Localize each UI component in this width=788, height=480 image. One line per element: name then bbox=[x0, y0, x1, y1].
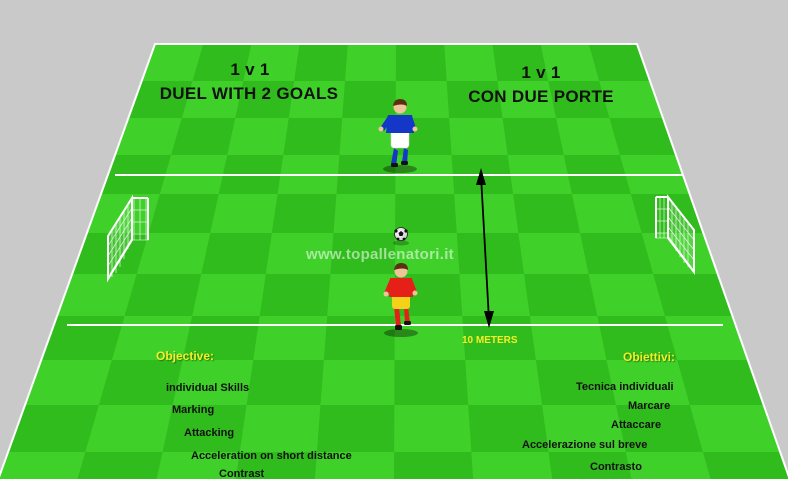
player-icon bbox=[383, 263, 418, 337]
grass-tile bbox=[232, 452, 317, 480]
grass-tile bbox=[394, 360, 469, 405]
grass-tile bbox=[124, 274, 202, 316]
title-left-line1: 1 v 1 bbox=[230, 60, 270, 79]
title-right-line1: 1 v 1 bbox=[521, 63, 561, 82]
grass-tile bbox=[259, 274, 331, 316]
grass-tile bbox=[171, 118, 236, 155]
grass-tile bbox=[182, 316, 260, 360]
grass-tile bbox=[653, 274, 733, 316]
grass-tile bbox=[271, 194, 337, 233]
grass-tile bbox=[702, 452, 788, 480]
grass-tile bbox=[609, 118, 676, 155]
grass-tile bbox=[342, 81, 396, 118]
pitch-border bbox=[0, 43, 788, 480]
grass-tile bbox=[395, 194, 457, 233]
goal-net-icon bbox=[107, 194, 149, 283]
objectives-it-heading: Obiettivi: bbox=[623, 350, 676, 364]
objectives-it-item: Contrasto bbox=[590, 461, 642, 473]
title-right-line2: CON DUE PORTE bbox=[468, 87, 614, 106]
grass-tile bbox=[246, 360, 324, 405]
grass-tile bbox=[456, 233, 525, 274]
objectives-en-item: individual Skills bbox=[166, 382, 250, 394]
grass-tile bbox=[446, 81, 503, 118]
objectives-en-item: Marking bbox=[172, 404, 215, 416]
grass-tile bbox=[235, 81, 295, 118]
double-arrow-icon bbox=[476, 168, 494, 328]
grass-tile bbox=[148, 194, 219, 233]
objectives-en-item: Acceleration on short distance bbox=[191, 450, 352, 462]
grass-tile bbox=[393, 452, 475, 480]
grass-tile bbox=[71, 452, 163, 480]
title-left-line2: DUEL WITH 2 GOALS bbox=[159, 84, 339, 103]
grass-tile bbox=[492, 44, 549, 81]
player-icon bbox=[378, 99, 418, 173]
grass-pattern bbox=[8, 44, 788, 480]
grass-tile bbox=[41, 316, 125, 360]
objectives-it-item: Attaccare bbox=[611, 419, 662, 431]
grass-tile bbox=[283, 118, 343, 155]
objectives-it-item: Marcare bbox=[628, 400, 671, 412]
grass-tile bbox=[677, 360, 764, 405]
grass-tile bbox=[615, 405, 703, 452]
grass-tile bbox=[323, 316, 395, 360]
grass-tile bbox=[588, 44, 650, 81]
grass-tile bbox=[98, 360, 183, 405]
grass-tile bbox=[535, 360, 616, 405]
grass-tile bbox=[580, 233, 654, 274]
grass-tile bbox=[316, 405, 395, 452]
soccer-ball-icon bbox=[393, 227, 409, 246]
objectives-it-item: Accelerazione sul breve bbox=[522, 439, 648, 451]
grass-tile bbox=[468, 405, 549, 452]
grass-tile bbox=[192, 44, 252, 81]
goal-net-icon bbox=[655, 194, 695, 275]
grass-tile bbox=[524, 274, 598, 316]
grass-tile bbox=[548, 81, 610, 118]
distance-label: 10 METERS bbox=[462, 335, 518, 346]
objectives-it-item: Tecnica individuali bbox=[576, 381, 674, 393]
grass-tile bbox=[502, 118, 564, 155]
grass-tile bbox=[330, 233, 396, 274]
watermark: www.topallenatori.it bbox=[306, 246, 454, 263]
grass-tile bbox=[462, 316, 536, 360]
grass-tile bbox=[294, 44, 348, 81]
grass-tile bbox=[513, 194, 581, 233]
grass-tile bbox=[548, 452, 636, 480]
grass-tile bbox=[8, 405, 99, 452]
grass-tile bbox=[395, 44, 447, 81]
grass-tile bbox=[597, 316, 678, 360]
objectives-en-item: Attacking bbox=[184, 427, 235, 439]
grass-tile bbox=[128, 81, 193, 118]
objectives-en-heading: Objective: bbox=[156, 349, 215, 363]
grass-tile bbox=[201, 233, 272, 274]
grass-tile bbox=[162, 405, 247, 452]
objectives-en-item: Contrast bbox=[219, 468, 265, 480]
